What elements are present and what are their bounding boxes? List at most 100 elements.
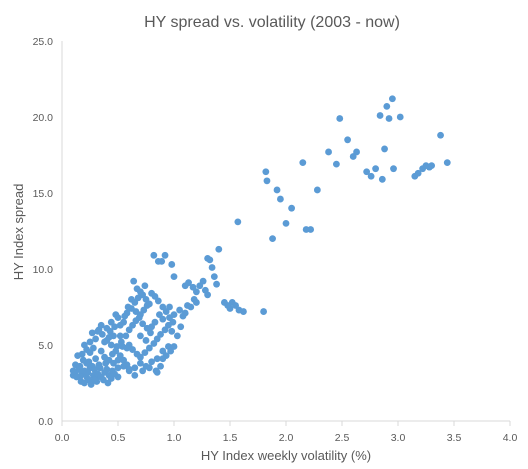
y-tick-label: 0.0 bbox=[38, 416, 53, 428]
data-point bbox=[84, 368, 92, 376]
data-point bbox=[396, 113, 404, 121]
data-point bbox=[208, 264, 216, 271]
data-points bbox=[69, 95, 451, 388]
data-point bbox=[158, 258, 166, 265]
data-point bbox=[130, 277, 138, 285]
data-point bbox=[79, 356, 87, 364]
data-point bbox=[210, 273, 218, 280]
data-point bbox=[428, 162, 435, 170]
data-point bbox=[132, 308, 140, 315]
data-point bbox=[103, 365, 111, 373]
data-point bbox=[139, 320, 147, 328]
data-point bbox=[135, 314, 143, 322]
data-point bbox=[260, 308, 267, 315]
data-point bbox=[213, 280, 220, 288]
data-point bbox=[269, 235, 276, 243]
data-point bbox=[170, 343, 178, 350]
x-axis-title: HY Index weekly volatility (%) bbox=[201, 448, 371, 463]
data-point bbox=[159, 315, 167, 323]
data-point bbox=[177, 323, 185, 331]
data-point bbox=[381, 145, 388, 153]
data-point bbox=[139, 367, 147, 375]
data-point bbox=[131, 372, 139, 379]
data-point bbox=[240, 308, 247, 315]
data-point bbox=[363, 168, 371, 176]
data-point bbox=[85, 358, 93, 366]
data-point bbox=[122, 332, 130, 340]
data-point bbox=[78, 350, 86, 358]
data-point bbox=[157, 330, 164, 338]
data-point bbox=[336, 115, 344, 122]
x-tick-label: 3.5 bbox=[447, 432, 462, 444]
data-point bbox=[168, 261, 176, 268]
data-point bbox=[385, 115, 393, 122]
y-tick-label: 20.0 bbox=[33, 112, 54, 124]
data-point bbox=[161, 251, 169, 259]
data-point bbox=[443, 159, 451, 167]
data-point bbox=[187, 303, 195, 311]
x-tick-label: 3.0 bbox=[391, 432, 406, 444]
data-point bbox=[129, 346, 136, 353]
x-tick-label: 0.0 bbox=[55, 432, 70, 444]
data-point bbox=[215, 245, 223, 253]
data-point bbox=[159, 355, 167, 363]
data-point bbox=[390, 165, 397, 173]
data-point bbox=[166, 303, 173, 311]
x-tick-label: 1.5 bbox=[223, 432, 238, 444]
data-point bbox=[193, 288, 200, 296]
data-point bbox=[107, 341, 115, 349]
data-point bbox=[176, 306, 184, 314]
data-point bbox=[383, 102, 391, 110]
data-point bbox=[86, 338, 94, 346]
data-point bbox=[147, 329, 154, 337]
data-point bbox=[153, 368, 161, 376]
x-tick-label: 0.5 bbox=[111, 432, 126, 444]
data-point bbox=[437, 131, 444, 139]
data-point bbox=[92, 355, 99, 363]
data-point bbox=[141, 349, 149, 356]
data-point bbox=[92, 335, 99, 343]
data-point bbox=[170, 273, 178, 280]
data-point bbox=[372, 165, 379, 173]
data-point bbox=[125, 367, 133, 375]
x-tick-labels: 0.0 0.5 1.0 1.5 2.0 2.5 3.0 3.5 4.0 bbox=[55, 432, 518, 444]
data-point bbox=[114, 364, 122, 372]
data-point bbox=[199, 277, 207, 285]
data-point bbox=[378, 175, 386, 183]
data-point bbox=[109, 350, 116, 358]
data-point bbox=[114, 373, 122, 381]
axes bbox=[61, 41, 511, 426]
y-tick-label: 15.0 bbox=[33, 188, 54, 200]
data-point bbox=[128, 296, 135, 303]
data-point bbox=[76, 362, 84, 370]
data-point bbox=[142, 337, 150, 344]
data-point bbox=[105, 334, 113, 341]
data-point bbox=[173, 332, 181, 340]
data-point bbox=[263, 177, 271, 185]
data-point bbox=[376, 112, 384, 119]
data-point bbox=[97, 347, 105, 355]
data-point bbox=[367, 172, 375, 180]
data-point bbox=[116, 332, 124, 340]
data-point bbox=[137, 288, 144, 296]
data-point bbox=[148, 358, 156, 366]
data-point bbox=[145, 300, 153, 308]
data-point bbox=[181, 309, 189, 317]
data-point bbox=[204, 291, 212, 299]
data-point bbox=[107, 318, 115, 326]
data-point bbox=[277, 195, 284, 203]
data-point bbox=[96, 364, 104, 372]
data-point bbox=[414, 169, 422, 177]
data-point bbox=[145, 364, 153, 372]
data-point bbox=[193, 299, 200, 306]
data-point bbox=[97, 321, 105, 329]
data-point bbox=[83, 346, 91, 353]
data-point bbox=[141, 282, 149, 290]
data-point bbox=[273, 186, 281, 194]
data-point bbox=[168, 327, 176, 335]
data-point bbox=[137, 353, 144, 361]
y-axis-title: HY Index spread bbox=[11, 184, 26, 281]
data-point bbox=[153, 355, 161, 363]
